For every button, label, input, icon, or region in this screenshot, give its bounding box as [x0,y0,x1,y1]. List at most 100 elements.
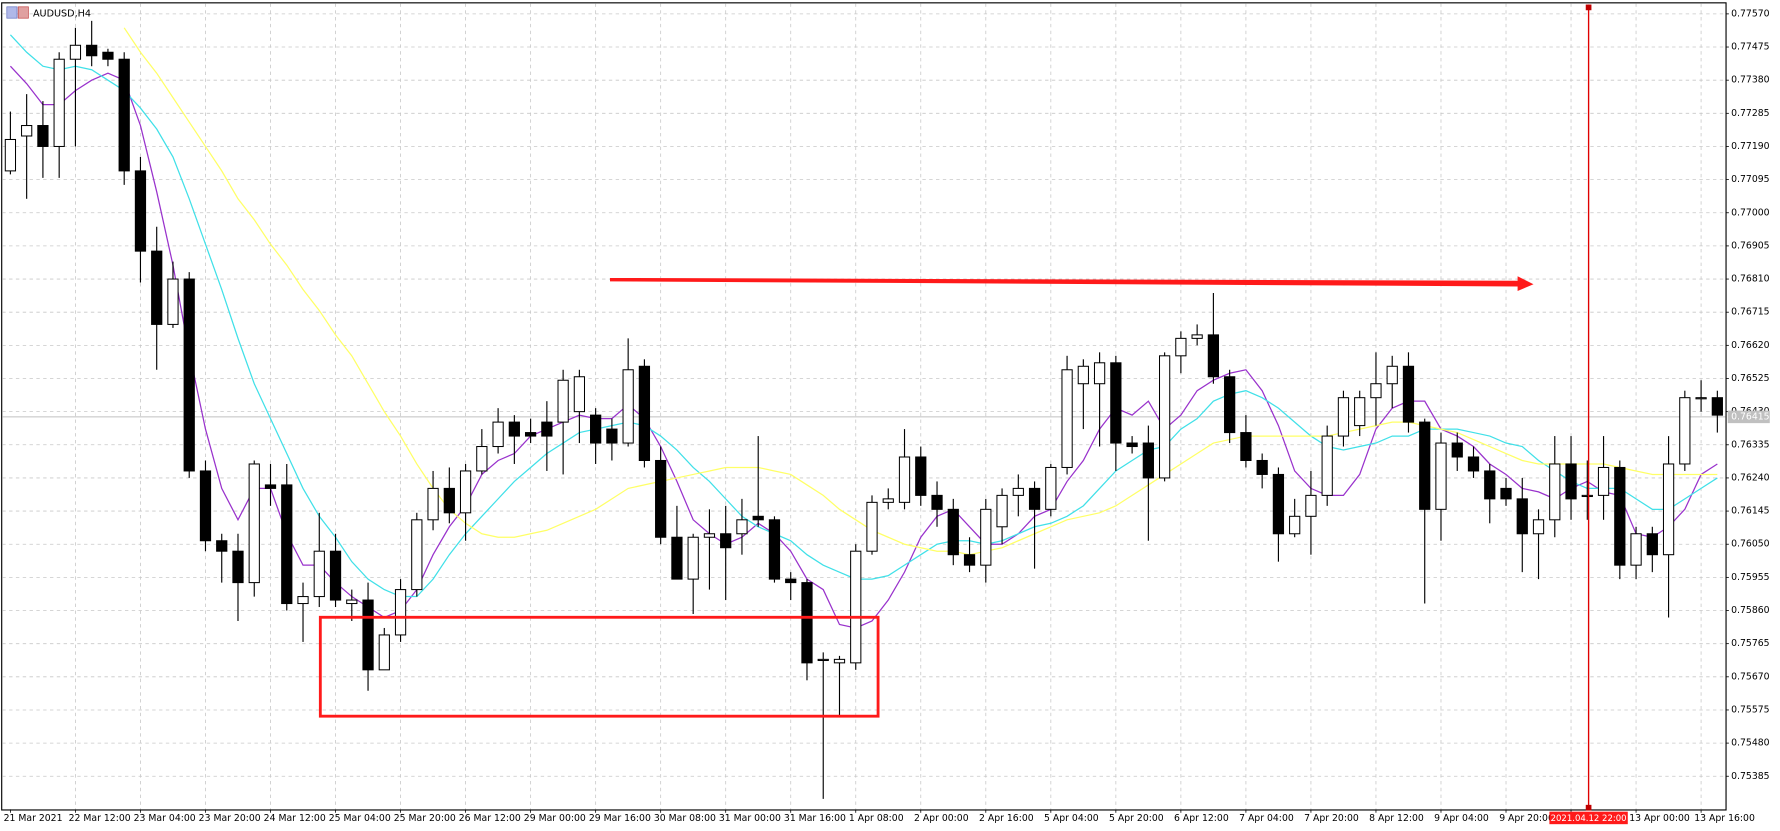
candle-body [1240,432,1252,461]
candle-body [459,470,472,514]
candle-body [1012,487,1024,496]
y-tick-label: 0.76715 [1731,307,1770,318]
candle-body [183,278,195,472]
candle-body [313,550,325,598]
y-tick-label: 0.76620 [1731,340,1770,351]
x-tick-label: 29 Mar 00:00 [524,813,586,824]
candle-body [492,421,504,448]
candle-body [1272,473,1285,535]
candle-body [1500,487,1512,500]
y-tick-label: 0.76335 [1731,439,1770,450]
candle-body [573,376,586,413]
candle-body [980,508,992,566]
x-tick-label: 2 Apr 00:00 [914,813,969,824]
candle-body [362,599,374,671]
candle-body [1224,376,1236,434]
candle-body [882,498,894,503]
candle-body [801,582,813,664]
vertical-line-handle [1585,4,1592,11]
y-tick-label: 0.76240 [1731,472,1770,483]
candle-body [216,540,228,552]
y-tick-label: 0.75860 [1731,605,1770,616]
candle-body [118,58,130,172]
candle-body [947,508,959,556]
candle-body [329,550,342,601]
candle-body [1597,466,1610,496]
ma-line [9,65,1718,629]
candle-body [1061,369,1073,468]
symbol-icon [6,6,18,19]
candle-body [1158,355,1171,479]
x-tick-label: 31 Mar 00:00 [719,813,781,824]
x-tick-label: 5 Apr 04:00 [1044,813,1099,824]
y-tick-label: 0.75480 [1731,738,1770,749]
candle-body [655,459,667,538]
x-tick-label: 2 Apr 16:00 [979,813,1034,824]
candle-body [248,463,260,584]
candle-body [720,533,732,549]
symbol-icon [17,6,29,19]
candle-body [1711,397,1723,416]
candle-body [687,536,699,580]
candle-body [167,278,179,325]
x-tick-label: 25 Mar 20:00 [394,813,456,824]
candle-body [264,484,277,489]
candle-body [524,432,537,437]
x-tick-label: 7 Apr 20:00 [1304,813,1359,824]
vertical-line-handle [1585,804,1592,811]
candle-body [1402,365,1415,423]
candle-body [21,125,33,137]
x-tick-label: 23 Mar 04:00 [134,813,196,824]
candle-body [281,484,293,605]
candle-body [1565,463,1577,500]
candle-body [1175,337,1187,357]
y-tick-label: 0.76810 [1731,274,1770,285]
candle-body [1419,421,1431,510]
y-tick-label: 0.75575 [1731,704,1770,715]
candle-body [963,554,976,566]
ma-line [9,34,1718,598]
candle-body [833,658,846,664]
candle-body [1370,383,1382,399]
candle-body [703,533,716,538]
y-tick-label: 0.76050 [1731,539,1770,550]
x-tick-label: 23 Mar 20:00 [199,813,261,824]
x-tick-label: 22 Mar 12:00 [69,813,131,824]
candle-body [1110,362,1122,444]
vertical-line-label: 2021.04.12 22:00 [1551,814,1627,824]
candle-body [1077,365,1089,385]
candle-body [151,250,163,325]
arrow [609,276,1534,292]
x-tick-label: 5 Apr 20:00 [1109,813,1164,824]
y-tick-label: 0.76525 [1731,373,1770,384]
x-tick-label: 1 Apr 08:00 [849,813,904,824]
candle-body [411,519,423,591]
candle-body [297,596,309,605]
candle-body [1532,519,1545,535]
y-tick-label: 0.77000 [1731,207,1770,218]
candle-body [557,379,569,423]
candle-body [541,421,553,437]
candle-body [590,414,602,444]
candle-body [1256,459,1268,475]
y-tick-label: 0.75385 [1731,771,1770,782]
x-tick-label: 9 Apr 20:00 [1499,813,1554,824]
candle-body [394,589,407,636]
candle-body [508,421,520,437]
candle-body [850,550,862,664]
x-tick-label: 13 Apr 00:00 [1629,813,1690,824]
candle-body [378,634,390,671]
x-tick-label: 7 Apr 04:00 [1239,813,1294,824]
candle-body [1337,397,1350,437]
candle-body [622,369,634,444]
candle-body [1207,334,1220,378]
candle-body [1662,463,1675,556]
candle-body [1581,494,1593,498]
candle-body [1321,435,1333,496]
ma-line [123,27,1718,556]
candle-body [232,550,244,584]
y-tick-label: 0.77285 [1731,108,1770,119]
y-tick-label: 0.77570 [1731,8,1770,19]
